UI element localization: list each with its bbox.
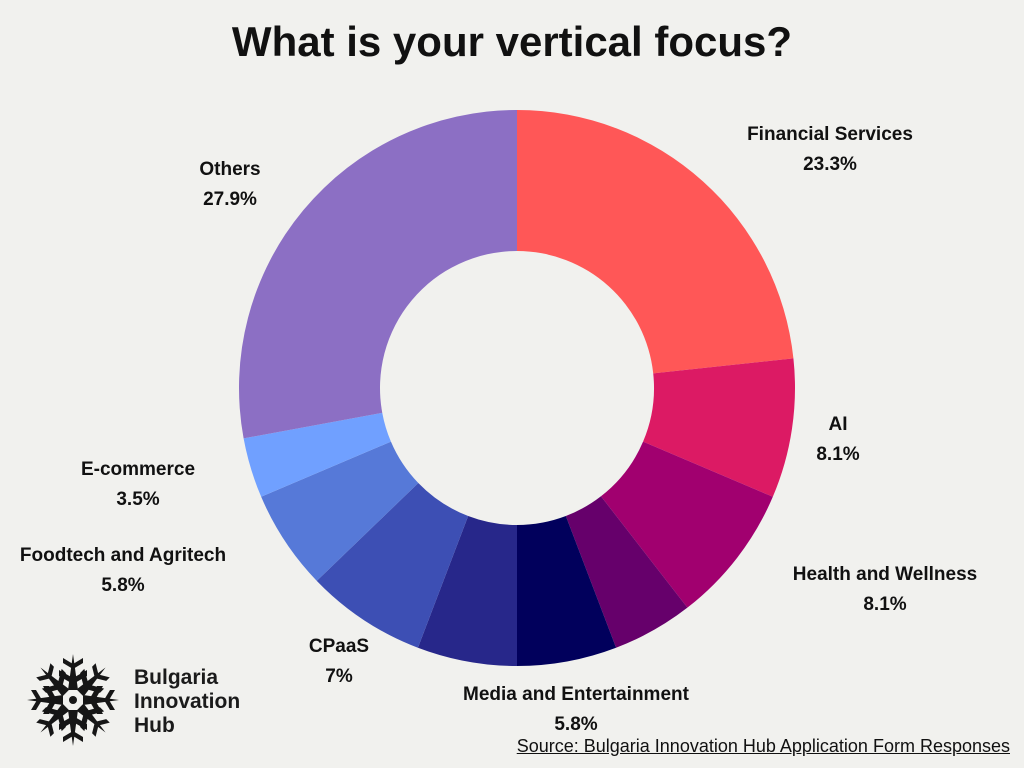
slice-label-6: CPaaS <box>309 636 369 657</box>
chart-title: What is your vertical focus? <box>231 18 793 65</box>
logo-line-2: Innovation <box>134 690 241 713</box>
slice-value-9: 27.9% <box>203 189 257 210</box>
logo-line-3: Hub <box>134 714 175 737</box>
slice-value-7: 5.8% <box>101 575 144 596</box>
slice-value-1: 8.1% <box>816 444 859 465</box>
slice-1 <box>643 358 795 497</box>
slice-value-2: 8.1% <box>863 594 906 615</box>
slice-label-7: Foodtech and Agritech <box>20 545 226 566</box>
snowflake-logo-icon <box>27 654 119 746</box>
slice-6 <box>316 483 469 648</box>
slice-label-0: Financial Services <box>747 124 913 145</box>
slice-label-9: Others <box>199 159 260 180</box>
bulgaria-innovation-hub-logo: Bulgaria Innovation Hub <box>18 650 258 750</box>
slice-5 <box>417 516 517 666</box>
slice-value-6: 7% <box>325 666 353 687</box>
logo-text: Bulgaria Innovation Hub <box>134 666 240 738</box>
slice-0 <box>517 110 794 374</box>
slice-label-4: Media and Entertainment <box>463 684 690 705</box>
slice-value-8: 3.5% <box>116 489 159 510</box>
slice-8 <box>243 412 391 497</box>
slice-label-2: Health and Wellness <box>793 564 977 585</box>
slice-7 <box>261 441 419 581</box>
slice-3 <box>565 496 688 648</box>
slice-9 <box>239 110 517 439</box>
slice-label-8: E-commerce <box>81 459 195 480</box>
slice-4 <box>517 516 617 666</box>
slice-2 <box>600 441 773 608</box>
source-link[interactable]: Source: Bulgaria Innovation Hub Applicat… <box>516 736 1010 756</box>
slice-value-4: 5.8% <box>554 714 597 735</box>
logo-line-1: Bulgaria <box>134 666 219 689</box>
slice-label-1: AI <box>829 414 848 435</box>
slice-value-0: 23.3% <box>803 154 857 175</box>
